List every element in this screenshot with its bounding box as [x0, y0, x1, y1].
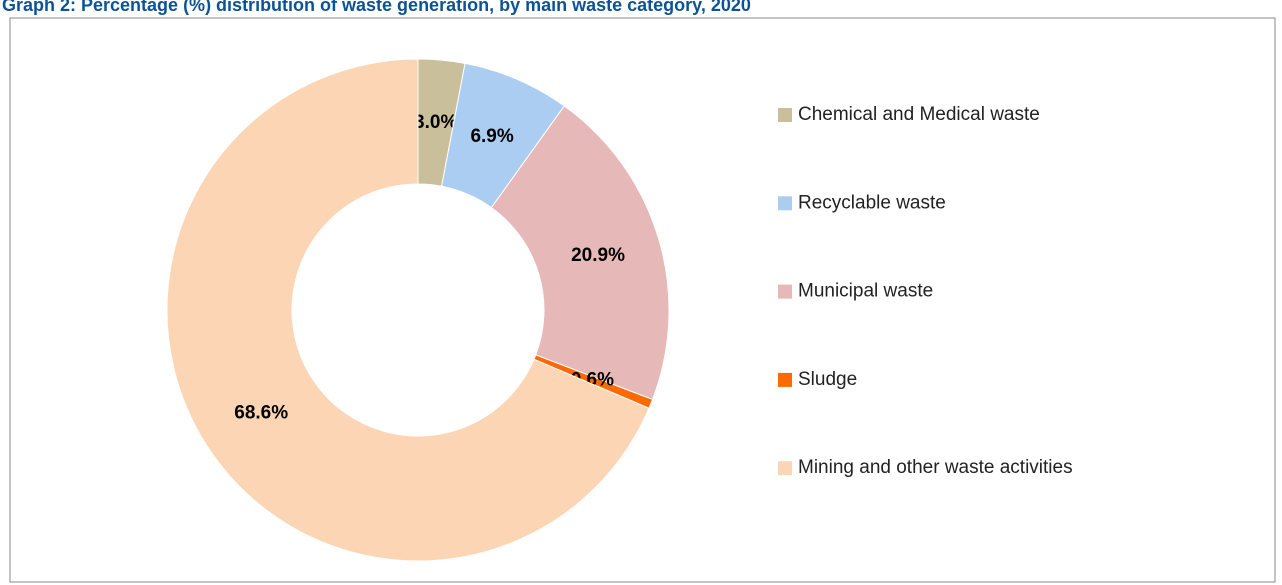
- legend-swatch: [778, 284, 792, 299]
- legend-swatch: [778, 108, 792, 122]
- legend-label: Municipal waste: [798, 281, 933, 302]
- data-label: 20.9%: [571, 245, 625, 266]
- legend-swatch: [778, 461, 792, 476]
- legend-swatch: [778, 196, 792, 211]
- legend-label: Chemical and Medical waste: [798, 104, 1040, 125]
- chart-title: Graph 2: Percentage (%) distribution of …: [2, 0, 751, 15]
- legend-label: Mining and other waste activities: [798, 457, 1073, 478]
- donut-slice: [166, 58, 650, 562]
- legend-swatch: [778, 372, 792, 387]
- legend-label: Recyclable waste: [798, 192, 946, 213]
- donut-slice: [490, 105, 670, 401]
- legend-label: Sludge: [798, 369, 857, 390]
- data-label: 68.6%: [234, 403, 288, 424]
- data-label: 6.9%: [470, 126, 513, 147]
- data-label: 3.0%: [414, 112, 457, 133]
